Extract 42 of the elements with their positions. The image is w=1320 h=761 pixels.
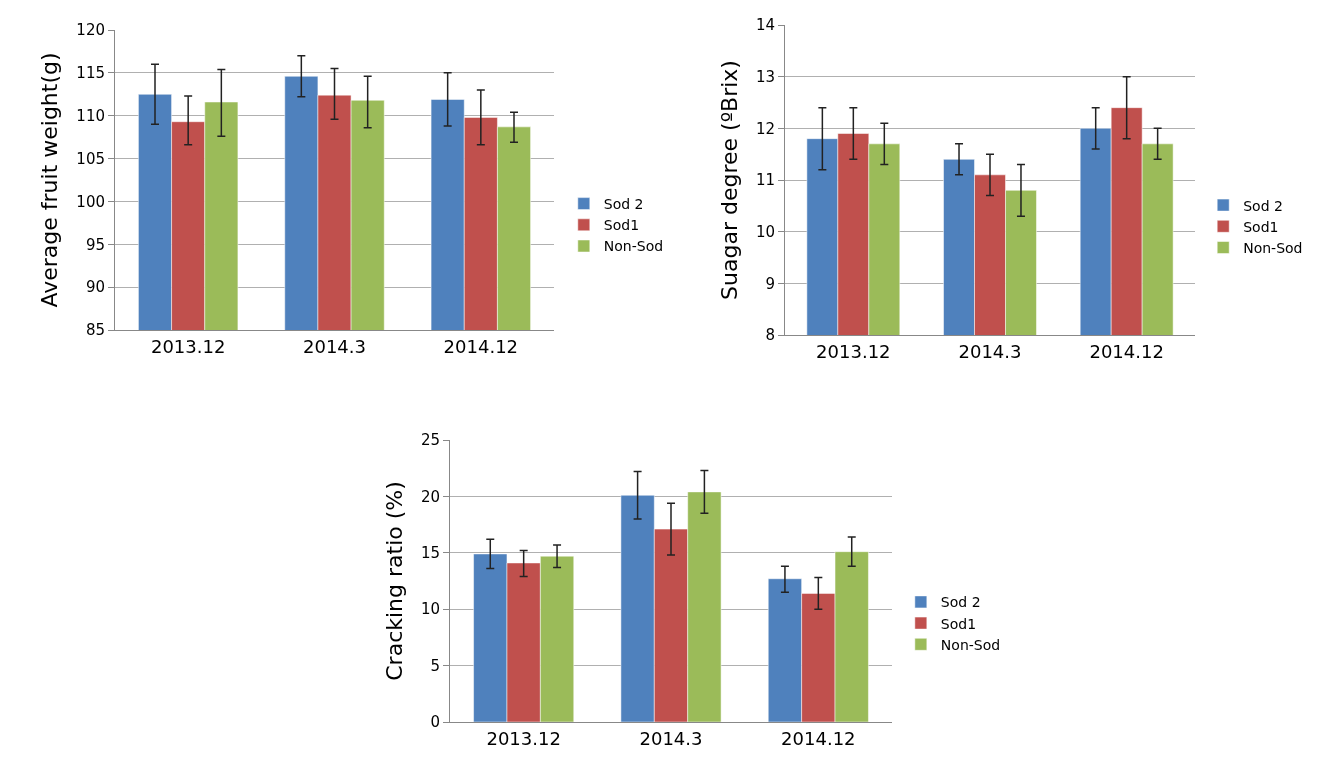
x-tick-label: 2013.12 — [150, 335, 226, 357]
legend-label: Sod 2 — [1243, 197, 1283, 214]
legend-label: Sod1 — [1243, 218, 1279, 235]
legend-label: Sod1 — [940, 615, 977, 632]
x-tick-label: 2014.3 — [303, 335, 366, 357]
legend-label: Sod 2 — [603, 196, 644, 213]
x-tick-label: 2014.12 — [443, 335, 519, 357]
y-tick-label: 25 — [420, 431, 440, 450]
x-tick-label: 2013.12 — [486, 727, 561, 749]
legend-label: Non-Sod — [1243, 239, 1303, 256]
y-tick-label: 90 — [85, 278, 105, 297]
legend-label: Non-Sod — [940, 636, 1001, 653]
y-tick-label: 10 — [755, 222, 775, 241]
y-axis-title: Cracking ratio (%) — [381, 481, 407, 681]
y-tick-label: 13 — [755, 67, 775, 86]
y-tick-label: 110 — [76, 106, 105, 125]
y-axis-title: Average fruit weight(g) — [37, 52, 63, 308]
x-tick-label: 2014.3 — [639, 727, 703, 749]
x-tick-label: 2014.12 — [1089, 340, 1164, 362]
y-tick-label: 12 — [755, 119, 775, 138]
y-tick-label: 8 — [765, 326, 775, 345]
y-tick-label: 120 — [76, 21, 105, 40]
y-tick-label: 115 — [76, 64, 105, 83]
y-tick-label: 85 — [85, 321, 105, 340]
y-tick-label: 20 — [420, 487, 440, 506]
y-tick-label: 10 — [420, 600, 440, 619]
y-tick-label: 15 — [420, 544, 440, 563]
y-tick-label: 11 — [755, 171, 775, 190]
y-tick-label: 0 — [430, 713, 440, 732]
legend-label: Non-Sod — [603, 238, 664, 255]
x-tick-label: 2014.3 — [958, 340, 1022, 362]
y-tick-label: 5 — [430, 656, 440, 675]
y-tick-label: 105 — [76, 149, 105, 168]
y-tick-label: 9 — [765, 274, 775, 293]
y-axis-title: Suagar degree (ºBrix) — [716, 60, 742, 300]
x-tick-label: 2014.12 — [781, 727, 856, 749]
y-tick-label: 14 — [755, 16, 775, 35]
legend-label: Sod 2 — [940, 594, 981, 611]
legend-label: Sod1 — [603, 217, 640, 234]
y-tick-label: 95 — [85, 235, 105, 254]
x-tick-label: 2013.12 — [816, 340, 891, 362]
y-tick-label: 100 — [76, 192, 105, 211]
